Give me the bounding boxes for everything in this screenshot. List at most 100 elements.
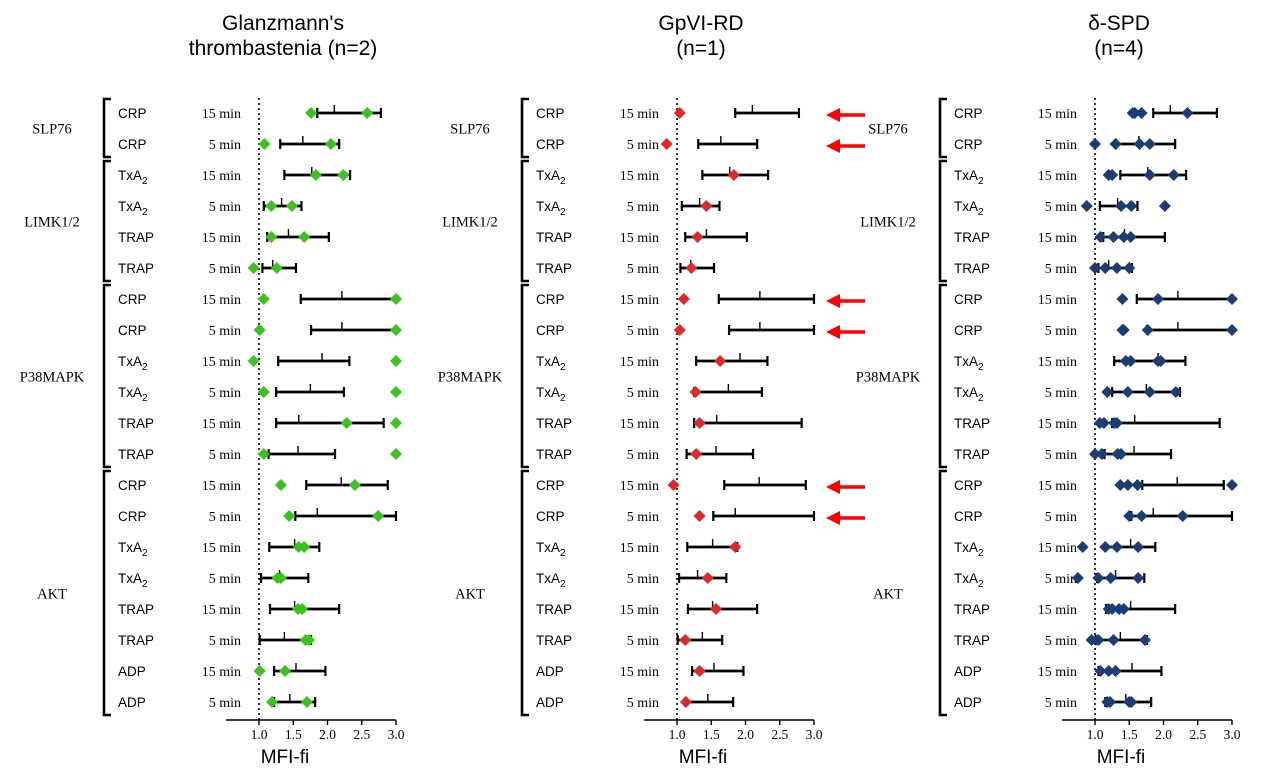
chart-panel-2: GpVI-RD (n=1) 1.0 1.5 2.0 2.5 3.0 MFI-fi SLP76 LI… (438, 12, 865, 768)
data-point-diamond (1226, 293, 1238, 305)
data-point-diamond (1115, 200, 1128, 212)
data-point-diamond (390, 324, 402, 336)
data-point-diamond (1154, 355, 1167, 367)
time-label: 15 min (1038, 355, 1077, 370)
time-label: 15 min (202, 665, 241, 680)
data-point-diamond (1125, 200, 1138, 212)
data-point-diamond (679, 634, 692, 646)
time-label: 5 min (209, 262, 241, 277)
time-label: 5 min (627, 696, 659, 711)
data-point-diamond (390, 386, 402, 398)
group-label: SLP76 (450, 122, 490, 138)
data-point-diamond (1135, 107, 1148, 119)
time-label: 15 min (202, 355, 241, 370)
group-label: P38MAPK (438, 370, 503, 386)
agonist-label: TRAP (954, 602, 990, 617)
time-label: 5 min (209, 510, 241, 525)
data-point-diamond (1176, 510, 1189, 522)
time-label: 15 min (620, 603, 659, 618)
data-point-diamond (710, 603, 723, 615)
data-point-diamond (1143, 169, 1156, 181)
data-point-diamond (300, 696, 313, 708)
data-point-diamond (1110, 541, 1123, 553)
data-point-diamond (1143, 138, 1156, 150)
chart-title-line: Glanzmann's (222, 12, 344, 35)
data-point-diamond (1117, 324, 1130, 336)
group-bracket (938, 97, 947, 159)
data-point-diamond (1131, 479, 1144, 491)
data-point-diamond (1128, 107, 1141, 119)
data-point-diamond (1104, 572, 1117, 584)
data-point-diamond (296, 603, 309, 615)
x-tick-label: 2.0 (737, 727, 754, 742)
agonist-label: ADP (118, 664, 146, 679)
data-point-diamond (1121, 479, 1134, 491)
agonist-label: TRAP (954, 416, 990, 431)
time-label: 15 min (1038, 293, 1077, 308)
time-label: 15 min (202, 169, 241, 184)
data-point-diamond (1124, 355, 1137, 367)
chart-title-line: δ-SPD (1088, 12, 1150, 35)
chart-title-line: (n=4) (1094, 37, 1144, 60)
data-point-diamond (1107, 634, 1120, 646)
agonist-label: ADP (954, 695, 982, 710)
x-axis-label: MFI-fi (679, 747, 728, 768)
agonist-label: CRP (118, 323, 147, 338)
chart-title: GpVI-RD (n=1) (658, 12, 743, 60)
data-point-diamond (693, 417, 706, 429)
data-point-diamond (348, 479, 361, 491)
data-point-diamond (390, 417, 402, 429)
time-label: 15 min (1038, 541, 1077, 556)
data-point-diamond (690, 448, 703, 460)
agonist-label: TRAP (536, 602, 572, 617)
chart-title-line: GpVI-RD (658, 12, 743, 35)
time-label: 5 min (627, 572, 659, 587)
data-point-diamond (390, 355, 402, 367)
data-point-diamond (679, 696, 692, 708)
group-bracket (520, 159, 529, 283)
x-tick-label: 1.5 (285, 727, 302, 742)
data-point-diamond (303, 634, 316, 646)
data-point-diamond (1104, 696, 1117, 708)
data-point-diamond (279, 665, 292, 677)
data-point-diamond (685, 262, 698, 274)
time-label: 5 min (1045, 448, 1077, 463)
time-label: 15 min (620, 541, 659, 556)
agonist-label: TxA2 (954, 540, 984, 559)
data-point-diamond (714, 355, 727, 367)
time-label: 5 min (627, 200, 659, 215)
agonist-label: TxA2 (536, 354, 566, 373)
data-point-diamond (660, 138, 673, 150)
data-point-diamond (1114, 479, 1127, 491)
time-label: 15 min (620, 169, 659, 184)
time-label: 5 min (1045, 262, 1077, 277)
chart-panel-3: δ-SPD (n=4) 1.0 1.5 2.0 2.5 3.0 MFI-fi SLP76 LIMK… (856, 12, 1241, 768)
data-point-diamond (1092, 634, 1105, 646)
data-point-diamond (1121, 386, 1134, 398)
time-label: 15 min (620, 355, 659, 370)
group-label: AKT (455, 587, 485, 603)
chart-title-line: (n=1) (676, 37, 726, 60)
chart-title: δ-SPD (n=4) (1088, 12, 1150, 60)
x-tick-label: 2.0 (319, 727, 336, 742)
x-tick-label: 1.5 (703, 727, 720, 742)
group-label: LIMK1/2 (442, 215, 498, 231)
agonist-label: TRAP (954, 230, 990, 245)
x-tick-label: 2.5 (1189, 727, 1206, 742)
time-label: 15 min (1038, 231, 1077, 246)
chart-title-line: thrombastenia (n=2) (189, 37, 378, 60)
data-point-diamond (691, 231, 704, 243)
group-bracket (938, 283, 947, 469)
data-point-diamond (1141, 324, 1154, 336)
time-label: 5 min (209, 696, 241, 711)
data-point-diamond (309, 169, 322, 181)
agonist-label: TxA2 (118, 354, 148, 373)
data-point-diamond (257, 293, 270, 305)
data-point-diamond (689, 386, 702, 398)
agonist-label: ADP (954, 664, 982, 679)
data-point-diamond (305, 107, 318, 119)
data-point-diamond (1116, 293, 1129, 305)
time-label: 5 min (1045, 324, 1077, 339)
data-point-diamond (1089, 448, 1101, 460)
